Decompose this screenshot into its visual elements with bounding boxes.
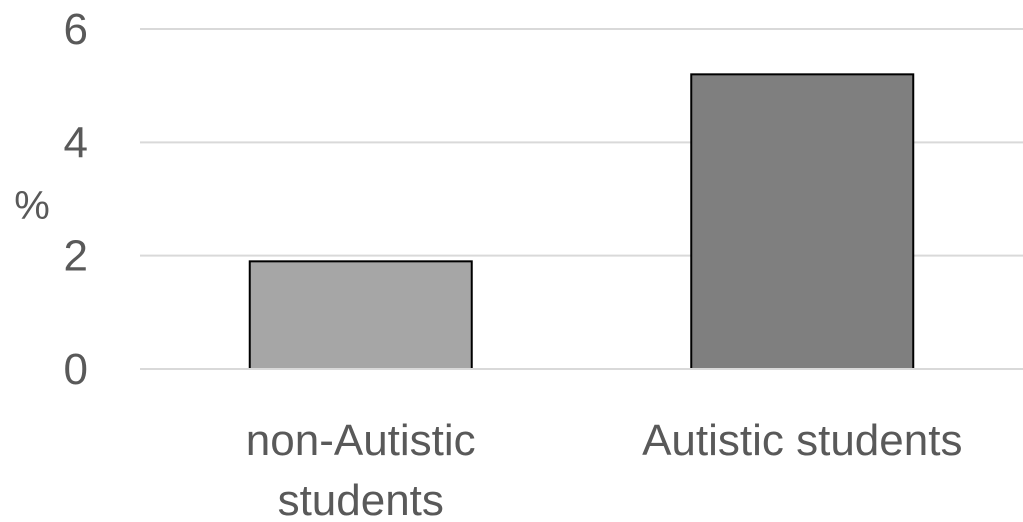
y-tick-label: 4 xyxy=(64,118,88,167)
y-axis-ticks: 0 2 4 6 xyxy=(64,5,88,394)
x-category-label: Autistic students xyxy=(642,416,962,465)
bars xyxy=(140,73,1023,371)
y-tick-label: 0 xyxy=(64,345,88,394)
x-category-label: non-Autistic students xyxy=(246,416,476,522)
y-axis-title: % xyxy=(14,184,50,228)
y-tick-label: 6 xyxy=(64,5,88,54)
y-tick-label: 2 xyxy=(64,232,88,281)
bar-1 xyxy=(690,73,915,370)
x-axis-categories: non-Autistic students Autistic students xyxy=(246,416,963,522)
bar-0 xyxy=(248,260,473,371)
